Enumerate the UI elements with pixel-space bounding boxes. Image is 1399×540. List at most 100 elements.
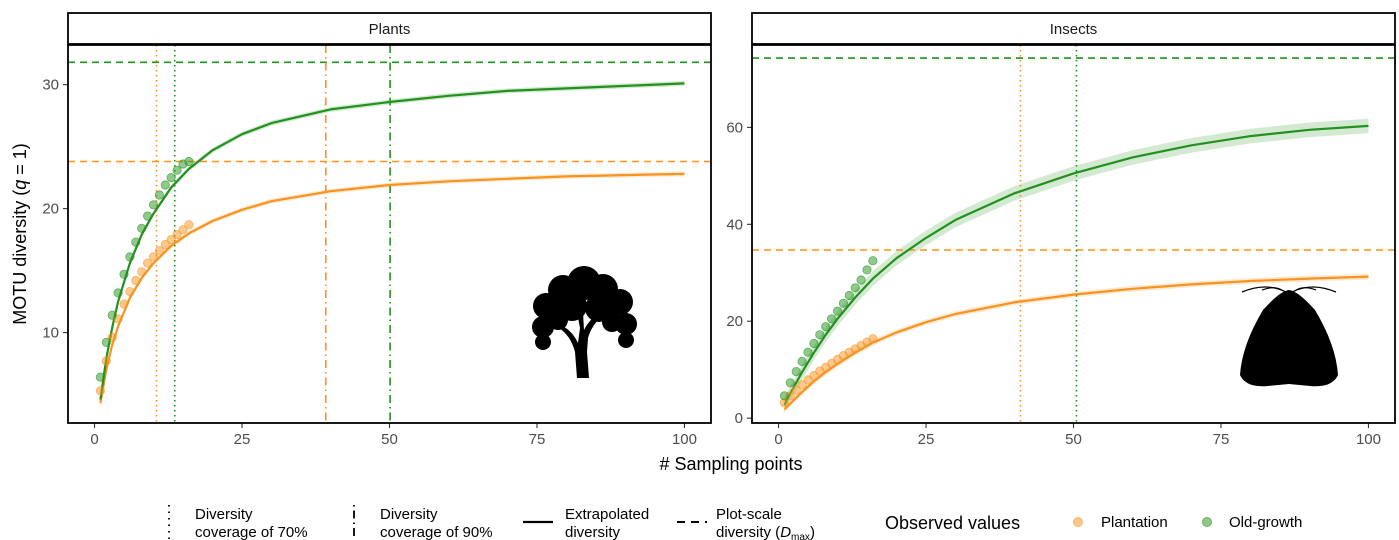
observed-point-plants-old-growth: [119, 269, 129, 279]
observed-point-plants-old-growth: [184, 156, 194, 167]
x-tick-label: 75: [529, 431, 546, 448]
observed-point-insects-old-growth: [785, 378, 795, 388]
panel-insects: Insects 0 25 50 75 100 0 20 40 60: [726, 12, 1396, 448]
legend-key-old-growth: [1202, 517, 1212, 527]
strip-insects: [751, 12, 1396, 45]
observed-point-plants-plantation: [166, 235, 176, 245]
observed-point-plants-old-growth: [172, 165, 182, 175]
legend-label-coverage90-line1: Diversity: [380, 506, 438, 523]
legend-key-plantation: [1073, 517, 1083, 527]
observed-point-plants-plantation: [101, 356, 111, 366]
observed-point-plants-plantation: [119, 299, 129, 309]
observed-point-plants-old-growth: [166, 173, 176, 183]
x-tick-label: 25: [234, 431, 251, 448]
legend-color-title: Observed values: [885, 513, 1020, 533]
observed-point-plants-plantation: [184, 220, 194, 230]
x-tick-label: 50: [381, 431, 398, 448]
x-tick-label: 0: [90, 431, 98, 448]
x-tick-label: 100: [1356, 431, 1381, 448]
observed-point-plants-plantation: [178, 225, 188, 235]
observed-point-insects-old-growth: [850, 283, 860, 293]
y-axis-title: MOTU diversity (q = 1): [10, 143, 30, 325]
observed-point-plants-plantation: [95, 386, 106, 396]
observed-point-plants-plantation: [172, 230, 182, 240]
observed-point-insects-old-growth: [838, 298, 849, 308]
y-axis-title-q: q: [10, 180, 30, 190]
strip-title-plants: Plants: [369, 21, 411, 38]
y-axis-title-prefix: MOTU diversity (: [10, 190, 30, 325]
y-tick-label: 40: [726, 216, 743, 233]
observed-point-plants-plantation: [131, 275, 141, 286]
observed-point-plants-old-growth: [125, 252, 135, 262]
y-tick-label: 0: [735, 410, 743, 427]
observed-point-plants-old-growth: [113, 288, 123, 298]
observed-point-insects-old-growth: [803, 347, 813, 357]
legend-label-coverage70-line1: Diversity: [195, 506, 253, 523]
observed-point-plants-old-growth: [160, 180, 170, 190]
tree-silhouette-icon: [532, 266, 637, 378]
observed-point-insects-old-growth: [868, 256, 878, 266]
observed-point-plants-old-growth: [95, 372, 106, 382]
panel-border-insects: [751, 44, 1396, 424]
observed-point-plants-plantation: [107, 332, 117, 343]
observed-point-plants-old-growth: [143, 211, 153, 221]
observed-point-insects-old-growth: [815, 330, 825, 340]
observed-point-plants-old-growth: [101, 337, 111, 347]
observed-point-plants-old-growth: [107, 310, 117, 320]
x-tick-label: 0: [774, 431, 782, 448]
y-tick-label: 10: [42, 325, 59, 342]
observed-point-insects-old-growth: [862, 265, 872, 275]
band-insects-old-growth: [784, 118, 1369, 413]
observed-point-insects-old-growth: [791, 366, 801, 377]
legend-linetype: Diversity coverage of 70% Diversity cove…: [168, 505, 815, 540]
y-tick-label: 20: [42, 201, 59, 218]
y-tick-label: 60: [726, 119, 743, 136]
observed-point-plants-plantation: [137, 267, 147, 277]
plot-area-insects: 0 25 50 75 100 0 20 40 60: [726, 45, 1395, 448]
observed-point-insects-old-growth: [779, 391, 790, 401]
legend-color: Observed values Plantation Old-growth: [885, 513, 1302, 533]
observed-point-plants-plantation: [148, 252, 159, 262]
observed-point-plants-old-growth: [131, 237, 141, 247]
observed-point-plants-plantation: [143, 258, 153, 268]
observed-point-insects-plantation: [797, 380, 807, 390]
observed-point-insects-old-growth: [821, 321, 831, 332]
observed-point-insects-plantation: [791, 385, 801, 395]
observed-point-insects-old-growth: [797, 356, 807, 367]
observed-point-plants-plantation: [125, 286, 135, 297]
observed-point-plants-old-growth: [137, 223, 147, 233]
legend-label-dmax-line1: Plot-scale: [716, 506, 782, 523]
legend-label-extrapolated-line1: Extrapolated: [565, 506, 649, 523]
legend-label-old-growth: Old-growth: [1229, 514, 1302, 531]
strip-title-insects: Insects: [1050, 21, 1098, 38]
observed-point-plants-old-growth: [148, 200, 159, 210]
y-axis-title-suffix: = 1): [10, 143, 30, 180]
x-tick-label: 25: [918, 431, 935, 448]
extrapolated-line-insects-old-growth: [783, 124, 1369, 406]
band-plants-old-growth: [100, 80, 685, 402]
extrapolated-line-plants-plantation: [99, 172, 685, 404]
legend-label-dmax-line2: diversity (Dmax): [716, 524, 815, 540]
legend-label-plantation: Plantation: [1101, 514, 1168, 531]
extrapolated-line-plants-old-growth: [99, 82, 685, 400]
legend-label-coverage90-line2: coverage of 90%: [380, 524, 493, 540]
legend-label-extrapolated-line2: diversity: [565, 524, 621, 540]
plot-area-plants: 0 25 50 75 100 10 20 30: [42, 45, 711, 448]
observed-point-insects-plantation: [868, 334, 878, 344]
x-tick-label: 100: [672, 431, 697, 448]
x-tick-label: 50: [1065, 431, 1082, 448]
x-tick-label: 75: [1213, 431, 1230, 448]
observed-point-insects-old-growth: [856, 275, 866, 285]
legend-label-coverage70-line2: coverage of 70%: [195, 524, 308, 540]
y-tick-label: 20: [726, 313, 743, 330]
observed-point-insects-old-growth: [809, 338, 819, 349]
panel-plants: Plants 0 25 50 75 100 10 20 30: [42, 12, 712, 448]
observed-point-insects-old-growth: [844, 290, 854, 301]
observed-point-plants-old-growth: [154, 190, 164, 200]
observed-point-insects-old-growth: [832, 306, 843, 316]
extrapolated-line-insects-plantation: [783, 275, 1369, 411]
observed-point-insects-old-growth: [826, 314, 837, 324]
panel-border-plants: [67, 44, 712, 424]
observed-point-plants-plantation: [160, 239, 170, 250]
